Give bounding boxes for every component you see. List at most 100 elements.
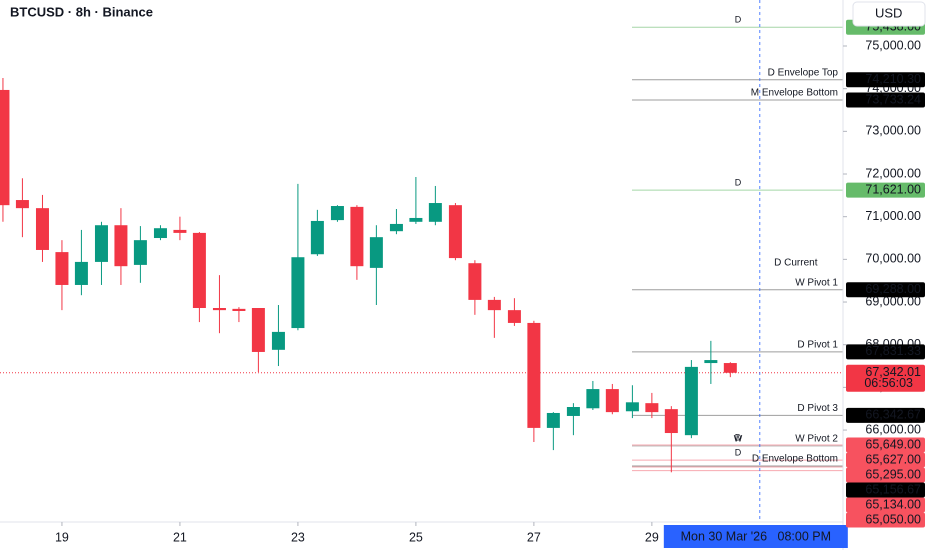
candle-body bbox=[153, 228, 167, 239]
y-tick-label: 71,000.00 bbox=[865, 209, 921, 223]
level-name: M Envelope Bottom bbox=[751, 88, 838, 99]
currency-label[interactable]: USD bbox=[875, 5, 902, 20]
candle-body bbox=[723, 363, 737, 373]
level-tag: D bbox=[735, 15, 742, 25]
level-tag: D bbox=[735, 432, 742, 442]
candle-body bbox=[35, 208, 49, 250]
candle-body bbox=[15, 200, 29, 209]
candle-body bbox=[271, 331, 285, 350]
level-price-box bbox=[846, 92, 925, 108]
candle-body bbox=[468, 263, 482, 300]
candle-body bbox=[645, 403, 659, 413]
level-name: D Pivot 3 bbox=[797, 403, 838, 414]
y-tick-label: 73,000.00 bbox=[865, 124, 921, 138]
candle-body bbox=[94, 225, 108, 262]
candle-body bbox=[232, 308, 246, 311]
level-name: D Pivot 1 bbox=[797, 340, 838, 351]
level-price-box bbox=[846, 497, 925, 513]
level-tag: D bbox=[735, 448, 742, 458]
candle-body bbox=[507, 310, 521, 323]
y-tick-label: 75,000.00 bbox=[865, 38, 921, 52]
level-name: W Pivot 2 bbox=[795, 434, 838, 445]
countdown: 06:56:03 bbox=[864, 376, 913, 390]
level-price-label: 65,134.00 bbox=[865, 497, 921, 511]
x-tick-label: 25 bbox=[409, 530, 423, 544]
x-tick-label: 29 bbox=[645, 530, 659, 544]
level-price-box bbox=[846, 452, 925, 468]
candle-body bbox=[330, 206, 344, 221]
candle-body bbox=[173, 229, 187, 233]
candles bbox=[0, 78, 737, 473]
currency-button[interactable] bbox=[852, 1, 926, 27]
level-price-label: 65,156.67 bbox=[865, 482, 921, 496]
level-price-box bbox=[846, 437, 925, 453]
crosshair-label: Mon 30 Mar '26 08:00 PM bbox=[681, 529, 831, 543]
level-price-label: 66,342.67 bbox=[865, 408, 921, 422]
levels: D D Envelope Top M Envelope Bottom D W Pivot… bbox=[0, 0, 843, 522]
level-price-box bbox=[846, 467, 925, 483]
level-price-label: 65,649.00 bbox=[865, 437, 921, 451]
crosshair-note: D Current bbox=[774, 258, 818, 269]
level-price-box bbox=[846, 482, 925, 498]
candle-body bbox=[684, 366, 698, 436]
level-price-box bbox=[846, 282, 925, 298]
chart-title: BTCUSD · 8h · Binance bbox=[10, 4, 153, 19]
candle-body bbox=[350, 206, 364, 267]
level-price-box bbox=[846, 72, 925, 88]
candle-body bbox=[487, 299, 501, 311]
price-labels: 75,438.0074,210.3073,733.2471,621.0069,2… bbox=[846, 20, 925, 528]
current-price-box bbox=[846, 364, 925, 392]
level-price-label: 65,627.00 bbox=[865, 452, 921, 466]
current-price-label: 67,342.01 bbox=[865, 365, 921, 379]
level-price-box bbox=[846, 407, 925, 423]
y-tick-label: 70,000.00 bbox=[865, 252, 921, 266]
level-name: D Envelope Top bbox=[768, 67, 839, 78]
crosshair-label-box bbox=[663, 525, 848, 548]
x-tick-label: 21 bbox=[173, 530, 187, 544]
level-name: W Pivot 1 bbox=[795, 277, 838, 288]
candle-body bbox=[566, 407, 580, 416]
level-price-box bbox=[846, 182, 925, 198]
candle-body bbox=[448, 205, 462, 259]
level-price-label: 69,288.00 bbox=[865, 282, 921, 296]
candle-body bbox=[527, 322, 541, 428]
level-price-box bbox=[846, 344, 925, 360]
candle-body bbox=[133, 240, 147, 265]
candle-body bbox=[546, 412, 560, 428]
level-tag: W bbox=[734, 433, 743, 443]
y-tick-label: 72,000.00 bbox=[865, 166, 921, 180]
candle-body bbox=[428, 203, 442, 222]
candle-body bbox=[192, 232, 206, 309]
x-tick-label: 19 bbox=[55, 530, 69, 544]
candle-body bbox=[409, 217, 423, 222]
x-tick-label: 23 bbox=[291, 530, 305, 544]
candle-body bbox=[369, 237, 383, 268]
level-price-label: 73,733.24 bbox=[865, 92, 921, 106]
level-name: D Envelope Bottom bbox=[752, 454, 838, 465]
level-price-label: 71,621.00 bbox=[865, 182, 921, 196]
x-tick-label: 27 bbox=[527, 530, 541, 544]
level-price-label: 65,050.00 bbox=[865, 512, 921, 526]
candle-body bbox=[74, 261, 88, 285]
candle-body bbox=[389, 223, 403, 232]
level-tag: D bbox=[735, 178, 742, 188]
candle-body bbox=[0, 89, 10, 206]
candle-body bbox=[251, 308, 265, 352]
candle-body bbox=[586, 389, 600, 409]
candle-body bbox=[664, 409, 678, 434]
candle-body bbox=[704, 360, 718, 364]
level-price-label: 67,831.33 bbox=[865, 344, 921, 358]
candle-body bbox=[55, 252, 69, 285]
y-tick-label: 66,000.00 bbox=[865, 422, 921, 436]
candle-body bbox=[310, 220, 324, 255]
y-tick-label: 69,000.00 bbox=[865, 294, 921, 308]
candle-body bbox=[625, 402, 639, 412]
candle-body bbox=[291, 257, 305, 329]
level-price-label: 74,210.30 bbox=[865, 72, 921, 86]
candle-body bbox=[605, 389, 619, 413]
candle-body bbox=[114, 225, 128, 267]
level-price-box bbox=[846, 512, 925, 528]
